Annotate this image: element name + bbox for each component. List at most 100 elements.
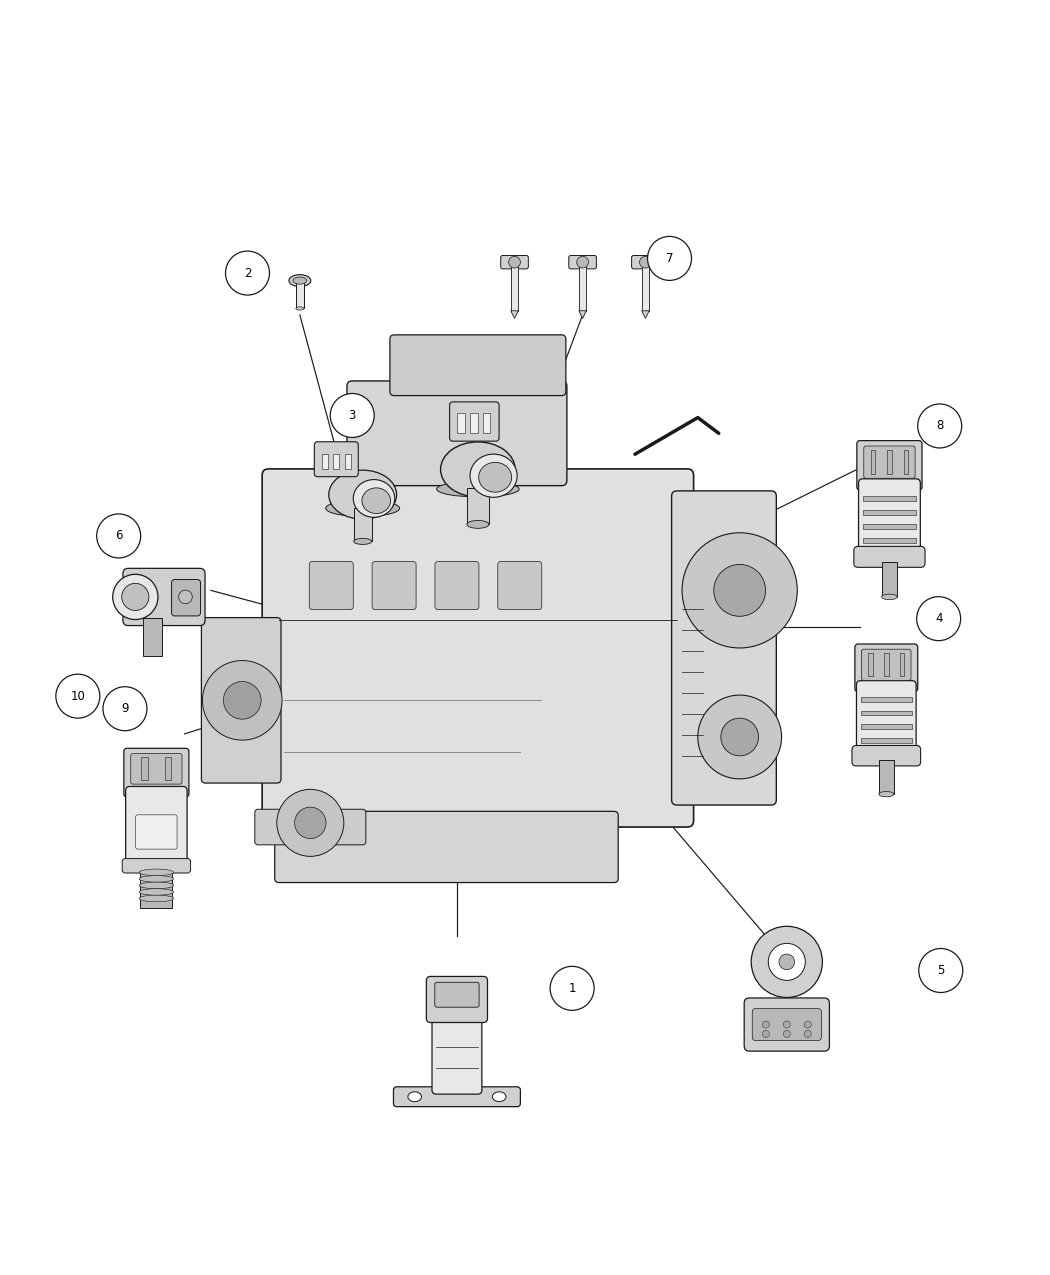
Circle shape: [779, 954, 795, 970]
Circle shape: [122, 584, 149, 611]
Bar: [458, 413, 465, 432]
Circle shape: [769, 944, 805, 980]
Circle shape: [330, 394, 374, 437]
FancyBboxPatch shape: [123, 569, 205, 626]
Circle shape: [804, 1030, 812, 1038]
Bar: [322, 454, 328, 469]
Ellipse shape: [470, 454, 518, 497]
Ellipse shape: [329, 470, 397, 519]
Ellipse shape: [293, 277, 307, 284]
Bar: [510, 265, 519, 311]
Bar: [861, 724, 912, 729]
Ellipse shape: [492, 1091, 506, 1102]
Circle shape: [918, 404, 962, 448]
FancyBboxPatch shape: [131, 754, 182, 784]
Circle shape: [917, 597, 961, 640]
Circle shape: [721, 718, 758, 756]
FancyBboxPatch shape: [672, 491, 776, 805]
Circle shape: [804, 1021, 812, 1028]
Bar: [142, 757, 148, 780]
FancyBboxPatch shape: [275, 811, 618, 882]
Circle shape: [224, 681, 261, 719]
FancyBboxPatch shape: [744, 998, 830, 1051]
Bar: [143, 618, 162, 655]
Circle shape: [112, 574, 158, 620]
Bar: [296, 279, 303, 309]
Ellipse shape: [441, 442, 516, 497]
Circle shape: [698, 695, 781, 779]
Circle shape: [508, 256, 521, 268]
Circle shape: [783, 1021, 791, 1028]
Ellipse shape: [296, 307, 303, 310]
Bar: [868, 653, 873, 676]
Text: 8: 8: [936, 419, 943, 432]
Ellipse shape: [354, 538, 372, 544]
Circle shape: [762, 1021, 770, 1028]
Ellipse shape: [139, 870, 173, 876]
Circle shape: [919, 949, 963, 992]
Ellipse shape: [479, 463, 511, 492]
Bar: [870, 450, 876, 474]
Ellipse shape: [139, 889, 173, 895]
Bar: [863, 524, 917, 529]
FancyBboxPatch shape: [171, 579, 201, 616]
Bar: [642, 265, 649, 311]
FancyBboxPatch shape: [632, 255, 659, 269]
FancyBboxPatch shape: [498, 561, 542, 609]
Ellipse shape: [879, 792, 894, 797]
Bar: [882, 561, 898, 597]
Ellipse shape: [289, 274, 311, 287]
Ellipse shape: [437, 481, 519, 497]
Circle shape: [97, 514, 141, 558]
FancyBboxPatch shape: [135, 815, 177, 849]
FancyBboxPatch shape: [426, 977, 487, 1023]
Bar: [904, 450, 908, 474]
Text: 5: 5: [937, 964, 944, 977]
Bar: [483, 413, 490, 432]
Text: 1: 1: [568, 982, 575, 994]
Bar: [900, 653, 904, 676]
Circle shape: [173, 584, 197, 609]
Bar: [467, 488, 489, 524]
Ellipse shape: [139, 882, 173, 889]
Text: 9: 9: [121, 703, 129, 715]
FancyBboxPatch shape: [752, 1009, 821, 1040]
Circle shape: [56, 674, 100, 718]
FancyBboxPatch shape: [262, 469, 694, 827]
Bar: [863, 538, 917, 543]
Ellipse shape: [362, 488, 391, 514]
Text: 10: 10: [70, 690, 85, 703]
Circle shape: [277, 789, 343, 857]
FancyBboxPatch shape: [857, 441, 922, 490]
Circle shape: [103, 687, 147, 731]
Bar: [165, 757, 171, 780]
Circle shape: [576, 256, 588, 268]
FancyBboxPatch shape: [435, 982, 479, 1007]
Bar: [884, 653, 888, 676]
FancyBboxPatch shape: [390, 335, 566, 395]
FancyBboxPatch shape: [126, 787, 187, 870]
FancyBboxPatch shape: [864, 446, 916, 478]
Circle shape: [550, 966, 594, 1010]
Bar: [863, 510, 917, 515]
FancyBboxPatch shape: [852, 746, 921, 766]
FancyBboxPatch shape: [854, 547, 925, 567]
Bar: [141, 866, 172, 908]
Ellipse shape: [139, 876, 173, 882]
FancyBboxPatch shape: [314, 441, 358, 477]
Circle shape: [714, 565, 765, 616]
Ellipse shape: [407, 1091, 421, 1102]
FancyBboxPatch shape: [855, 644, 918, 692]
FancyBboxPatch shape: [372, 561, 416, 609]
FancyBboxPatch shape: [862, 649, 911, 681]
Text: 7: 7: [666, 252, 673, 265]
Circle shape: [762, 1030, 770, 1038]
Polygon shape: [510, 311, 519, 319]
Bar: [863, 496, 917, 501]
Bar: [879, 760, 894, 794]
FancyBboxPatch shape: [202, 617, 281, 783]
Bar: [470, 413, 478, 432]
Circle shape: [639, 256, 651, 268]
Ellipse shape: [353, 479, 395, 518]
Bar: [579, 265, 586, 311]
